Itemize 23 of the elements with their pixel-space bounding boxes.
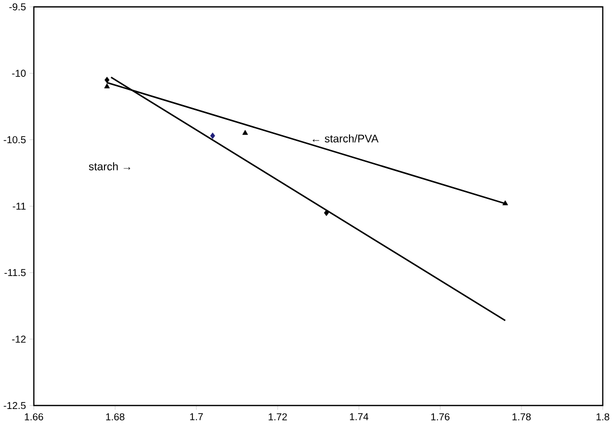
point — [242, 130, 248, 135]
point — [104, 84, 110, 88]
point — [502, 200, 508, 206]
x-tick-label: 1.74 — [350, 413, 368, 420]
annotation: ← starch/PVA — [312, 134, 379, 143]
x-tick-label: 1.72 — [268, 413, 287, 420]
y-tick-label: -12 — [12, 336, 26, 343]
x-tick-label: 1.7 — [190, 413, 203, 420]
x-tick-label: 1.66 — [24, 413, 44, 421]
point — [324, 210, 329, 216]
x-tick-label: 1.8 — [596, 413, 610, 421]
y-tick-label: -11.5 — [4, 269, 26, 276]
x-tick-label: 1.78 — [512, 413, 531, 421]
y-tick-label: -12.5 — [4, 402, 26, 410]
y-tick-label: -10.5 — [4, 136, 26, 144]
y-tick-label: -11 — [12, 202, 26, 210]
y-tick-label: -9.5 — [9, 3, 26, 11]
point — [210, 132, 216, 140]
y-tick-label: -10 — [12, 70, 26, 77]
x-tick-label: 1.76 — [431, 413, 450, 421]
x-tick-label: 1.68 — [106, 413, 124, 421]
point — [104, 76, 110, 84]
annotation: starch → — [88, 162, 130, 170]
